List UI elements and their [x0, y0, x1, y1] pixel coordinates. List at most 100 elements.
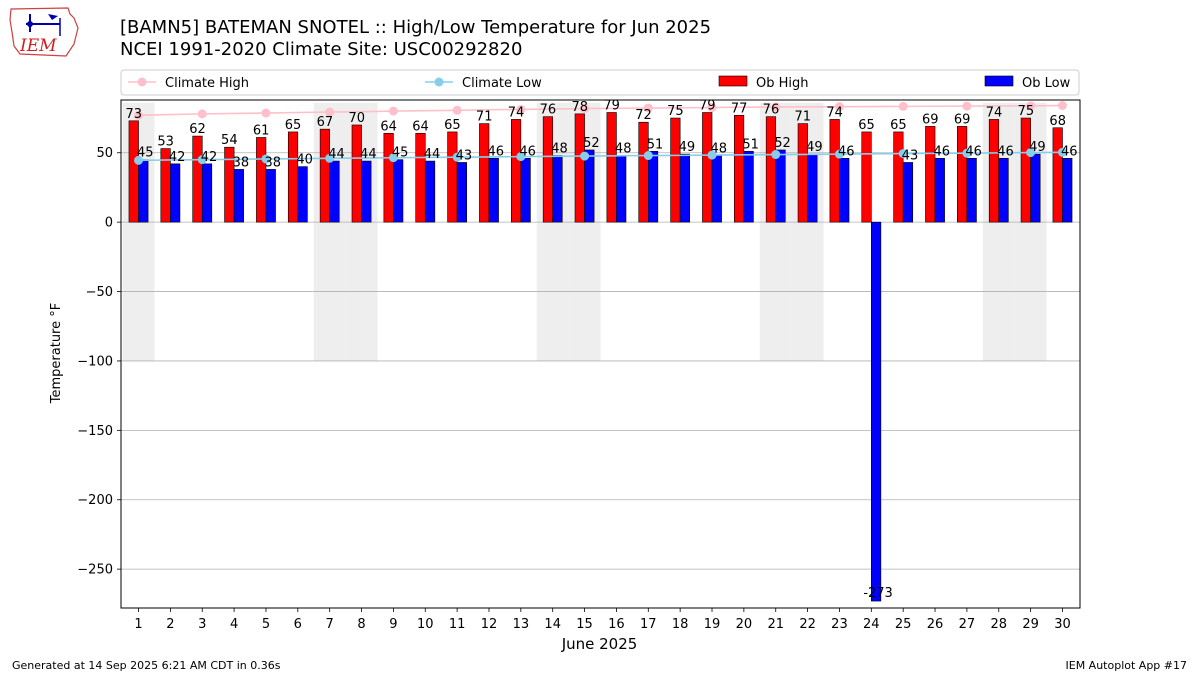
plot-frame — [120, 99, 1081, 609]
climate-high-point — [898, 101, 908, 111]
bar-ob-high-day-15 — [574, 113, 585, 223]
label-ob-low-day-28: 46 — [997, 144, 1014, 159]
x-tick-label: 28 — [990, 617, 1007, 632]
bar-ob-high-day-14 — [542, 116, 554, 223]
label-ob-high-day-5: 61 — [253, 123, 270, 138]
label-ob-low-day-7: 44 — [328, 147, 345, 162]
climate-high-point — [707, 102, 717, 112]
label-ob-high-day-1: 73 — [125, 107, 142, 122]
bar-ob-high-day-6 — [287, 131, 299, 223]
bar-ob-low-day-10 — [424, 160, 436, 223]
bar-ob-low-day-25 — [902, 162, 914, 223]
bar-labels: 7345534262425438613865406744704464456444… — [125, 98, 1077, 601]
bar-ob-high-day-26 — [925, 126, 936, 223]
x-axis-label: June 2025 — [561, 635, 638, 653]
x-tick-label: 8 — [357, 617, 365, 632]
bar-ob-low-day-1 — [138, 159, 149, 223]
label-ob-low-day-22: 49 — [806, 140, 823, 155]
x-tick-label: 27 — [959, 617, 976, 632]
bar-ob-high-day-7 — [319, 128, 330, 223]
label-ob-low-day-16: 48 — [615, 142, 632, 157]
label-ob-low-day-15: 52 — [583, 136, 600, 151]
climate-high-point — [580, 104, 590, 114]
x-tick-label: 25 — [895, 617, 912, 632]
x-tick-label: 1 — [134, 617, 142, 632]
label-ob-low-day-17: 51 — [647, 137, 664, 152]
label-ob-low-day-4: 38 — [233, 155, 250, 170]
label-ob-high-day-3: 62 — [189, 122, 206, 137]
climate-low-point — [834, 149, 844, 159]
label-ob-high-day-11: 65 — [444, 118, 461, 133]
x-tick-label: 15 — [576, 617, 593, 632]
label-ob-high-day-21: 76 — [763, 103, 780, 118]
label-ob-high-day-20: 77 — [731, 101, 748, 116]
bar-ob-low-day-29 — [1030, 153, 1041, 223]
bar-ob-high-day-21 — [765, 116, 777, 223]
x-tick-label: 6 — [294, 617, 302, 632]
x-tick-label: 17 — [640, 617, 657, 632]
label-ob-high-day-8: 70 — [348, 111, 365, 126]
bar-ob-low-day-17 — [647, 151, 659, 223]
bar-ob-high-day-8 — [351, 124, 362, 223]
label-ob-high-day-18: 75 — [667, 104, 684, 119]
label-ob-high-day-7: 67 — [317, 115, 334, 130]
legend-label: Ob Low — [1022, 76, 1071, 91]
bar-ob-high-day-29 — [1020, 117, 1031, 223]
label-ob-high-day-10: 64 — [412, 119, 429, 134]
bar-ob-low-day-5 — [265, 169, 276, 223]
label-ob-high-day-14: 76 — [540, 103, 557, 118]
bar-ob-low-day-21 — [775, 149, 786, 223]
climate-low-point — [197, 155, 207, 165]
iem-logo: IEM — [8, 6, 80, 62]
legend-label: Climate High — [165, 76, 249, 91]
label-ob-low-day-24: -273 — [863, 586, 893, 601]
label-ob-low-day-19: 48 — [711, 142, 728, 157]
bar-ob-high-day-20 — [734, 114, 745, 223]
x-tick-label: 18 — [672, 617, 689, 632]
label-ob-low-day-20: 51 — [742, 137, 759, 152]
bar-ob-low-day-19 — [711, 155, 722, 223]
bar-ob-high-day-25 — [893, 131, 904, 223]
bar-ob-low-day-14 — [552, 155, 563, 223]
x-tick-label: 30 — [1054, 617, 1071, 632]
bar-ob-high-day-11 — [447, 131, 458, 223]
footer-generated: Generated at 14 Sep 2025 6:21 AM CDT in … — [12, 659, 281, 672]
legend-label: Ob High — [756, 76, 809, 91]
bar-ob-low-day-26 — [934, 157, 945, 223]
y-axis-label: Temperature °F — [49, 303, 64, 404]
x-tick-label: 11 — [449, 617, 466, 632]
x-tick-label: 5 — [262, 617, 270, 632]
climate-high-point — [452, 105, 462, 115]
climate-low-point — [1057, 147, 1067, 157]
bar-ob-low-day-30 — [1062, 157, 1073, 223]
bar-ob-low-day-2 — [170, 163, 181, 223]
climate-low-point — [325, 153, 335, 163]
label-ob-low-day-9: 45 — [392, 146, 409, 161]
x-tick-label: 23 — [831, 617, 848, 632]
label-ob-low-day-23: 46 — [838, 144, 855, 159]
chart-title: [BAMN5] BATEMAN SNOTEL :: High/Low Tempe… — [120, 17, 712, 38]
label-ob-low-day-21: 52 — [774, 136, 791, 151]
label-ob-high-day-6: 65 — [285, 118, 302, 133]
climate-lines — [134, 101, 1067, 165]
climate-low-point — [516, 152, 526, 162]
climate-low-point — [134, 155, 144, 165]
label-ob-high-day-13: 74 — [508, 105, 525, 120]
bar-ob-low-day-8 — [361, 160, 372, 223]
climate-high-point — [1057, 101, 1067, 111]
legend-swatch-bar — [718, 75, 748, 87]
bar-ob-low-day-28 — [998, 157, 1009, 223]
bar-ob-high-day-13 — [510, 119, 522, 223]
chart-subtitle: NCEI 1991-2020 Climate Site: USC00292820 — [120, 39, 523, 60]
bar-ob-high-day-27 — [957, 126, 968, 223]
climate-low-point — [962, 148, 972, 158]
x-tick-label: 24 — [863, 617, 880, 632]
bar-ob-low-day-20 — [743, 151, 754, 223]
label-ob-high-day-23: 74 — [826, 105, 843, 120]
footer-app: IEM Autoplot App #17 — [1065, 659, 1188, 672]
x-tick-label: 13 — [513, 617, 530, 632]
label-ob-low-day-3: 42 — [201, 150, 218, 165]
bar-ob-high-day-23 — [829, 119, 840, 223]
